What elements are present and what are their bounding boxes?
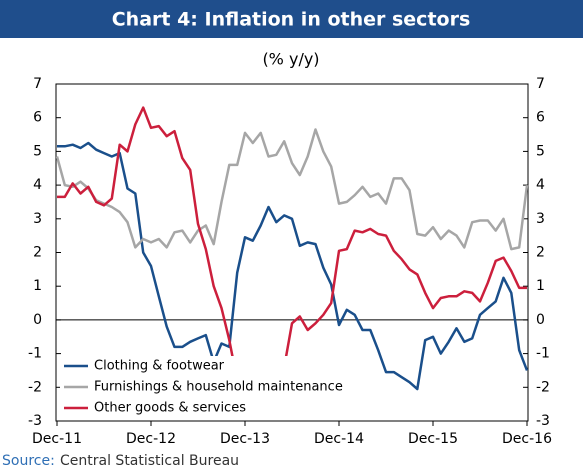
y-tick-label: 6 [33, 110, 42, 126]
y2-tick-label: 3 [536, 211, 545, 227]
y-tick-label: 7 [33, 76, 42, 92]
source: Central Statistical Bureau [60, 453, 239, 469]
y2-tick-label: 7 [536, 76, 545, 92]
x-tick-label: Dec-15 [408, 431, 458, 447]
y-tick-label: -2 [28, 379, 42, 395]
y2-tick-label: 6 [536, 110, 545, 126]
y2-tick-label: -2 [536, 379, 550, 395]
y2-tick-label: 1 [536, 278, 545, 294]
y-tick-label: -1 [28, 346, 42, 362]
y-tick-label: 0 [33, 312, 42, 328]
chart-subtitle: (% y/y) [262, 50, 319, 69]
legend-bg [60, 398, 360, 419]
legend-label: Furnishings & household maintenance [94, 380, 343, 395]
x-tick-label: Dec-13 [220, 431, 270, 447]
y-tick-label: 1 [33, 278, 42, 294]
series-line [55, 128, 529, 251]
y-tick-label: -3 [28, 413, 42, 429]
y2-tick-label: -1 [536, 346, 550, 362]
y2-tick-label: 4 [536, 177, 545, 193]
series-line [57, 106, 527, 404]
legend-label: Other goods & services [94, 401, 246, 416]
x-tick-label: Dec-11 [32, 431, 82, 447]
y-tick-label: 2 [33, 245, 42, 261]
y2-tick-label: 2 [536, 245, 545, 261]
x-tick-label: Dec-12 [126, 431, 176, 447]
source-label: Source: [2, 453, 55, 469]
chart-title: Chart 4: Inflation in other sectors [112, 9, 471, 31]
legend-bg [60, 377, 360, 398]
series-line [57, 141, 529, 391]
legend-label: Clothing & footwear [94, 359, 225, 374]
title-banner [0, 0, 583, 38]
legend-bg [60, 356, 360, 377]
y2-tick-label: -3 [536, 413, 550, 429]
x-tick-label: Dec-16 [502, 431, 552, 447]
y-tick-label: 3 [33, 211, 42, 227]
y2-tick-label: 0 [536, 312, 545, 328]
y-tick-label: 5 [33, 143, 42, 159]
x-tick-label: Dec-14 [314, 431, 364, 447]
y2-tick-label: 5 [536, 143, 545, 159]
y-tick-label: 4 [33, 177, 42, 193]
